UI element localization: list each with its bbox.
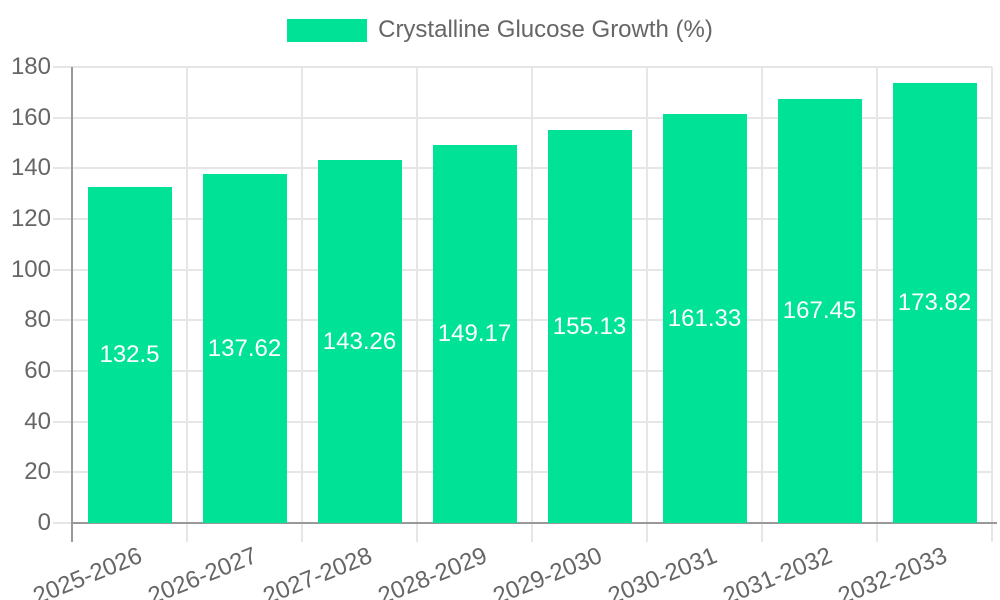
x-axis-line	[71, 522, 997, 524]
x-gridline	[301, 67, 303, 523]
y-axis-line	[71, 67, 73, 542]
y-axis-label: 180	[10, 53, 51, 80]
x-axis-tick	[761, 523, 763, 542]
y-axis-tick	[53, 218, 72, 220]
legend-swatch	[287, 18, 368, 42]
y-axis-tick	[53, 66, 72, 68]
bar	[87, 187, 172, 523]
x-axis-label: 2028-2029	[374, 542, 491, 600]
bar	[662, 114, 747, 523]
y-axis-label: 100	[10, 255, 51, 283]
y-axis-tick	[53, 522, 72, 524]
x-axis-label: 2026-2027	[144, 542, 261, 600]
x-gridline	[646, 67, 648, 523]
y-axis-label: 140	[10, 154, 51, 182]
bar-value-label: 143.26	[322, 327, 397, 355]
x-axis-tick	[301, 523, 303, 542]
bar	[202, 174, 287, 523]
bar	[317, 160, 402, 523]
y-axis-label: 120	[10, 205, 51, 232]
y-axis-tick	[53, 268, 72, 271]
y-axis-tick	[53, 370, 72, 372]
y-axis-label: 80	[24, 306, 51, 334]
x-axis-tick	[991, 523, 993, 542]
x-axis-label: 2025-2026	[29, 542, 146, 600]
x-axis-tick	[186, 523, 188, 542]
y-axis-tick	[53, 420, 72, 423]
bar	[892, 82, 977, 523]
legend-label: Crystalline Glucose Growth (%)	[378, 16, 713, 43]
legend-item[interactable]: Crystalline Glucose Growth (%)	[287, 16, 713, 44]
x-axis-tick	[416, 523, 418, 542]
x-axis-tick	[876, 523, 878, 542]
y-axis-tick	[53, 167, 72, 170]
bar	[547, 130, 632, 523]
y-axis-tick	[53, 471, 72, 474]
x-axis-label: 2027-2028	[259, 542, 376, 600]
y-axis-label: 0	[37, 509, 51, 536]
x-axis-label: 2029-2030	[489, 542, 606, 600]
bar	[432, 145, 517, 523]
y-axis-label: 60	[24, 357, 51, 384]
bar-value-label: 137.62	[207, 334, 282, 362]
x-axis-label: 2030-2031	[604, 542, 721, 600]
x-gridline	[531, 67, 533, 523]
y-axis-label: 40	[24, 407, 51, 435]
y-axis-label: 160	[10, 103, 51, 131]
bar-value-label: 161.33	[667, 304, 742, 332]
x-axis-tick	[531, 523, 533, 542]
bar-value-label: 167.45	[782, 296, 857, 324]
bar-value-label: 132.5	[99, 341, 160, 369]
x-gridline	[186, 67, 188, 523]
y-axis-label: 20	[24, 458, 51, 486]
y-axis-tick	[53, 319, 72, 322]
bar-value-label: 173.82	[897, 288, 972, 316]
bar-value-label: 155.13	[552, 312, 627, 340]
x-gridline	[416, 67, 418, 523]
x-axis-label: 2031-2032	[719, 542, 836, 600]
x-axis-tick	[646, 523, 648, 542]
x-axis-label: 2032-2033	[834, 542, 951, 600]
chart-legend: Crystalline Glucose Growth (%)	[0, 16, 1000, 44]
x-gridline	[991, 67, 993, 523]
y-axis-tick	[53, 116, 72, 119]
bar-value-label: 149.17	[437, 320, 512, 348]
x-gridline	[876, 67, 878, 523]
x-gridline	[761, 67, 763, 523]
bar	[777, 98, 862, 523]
